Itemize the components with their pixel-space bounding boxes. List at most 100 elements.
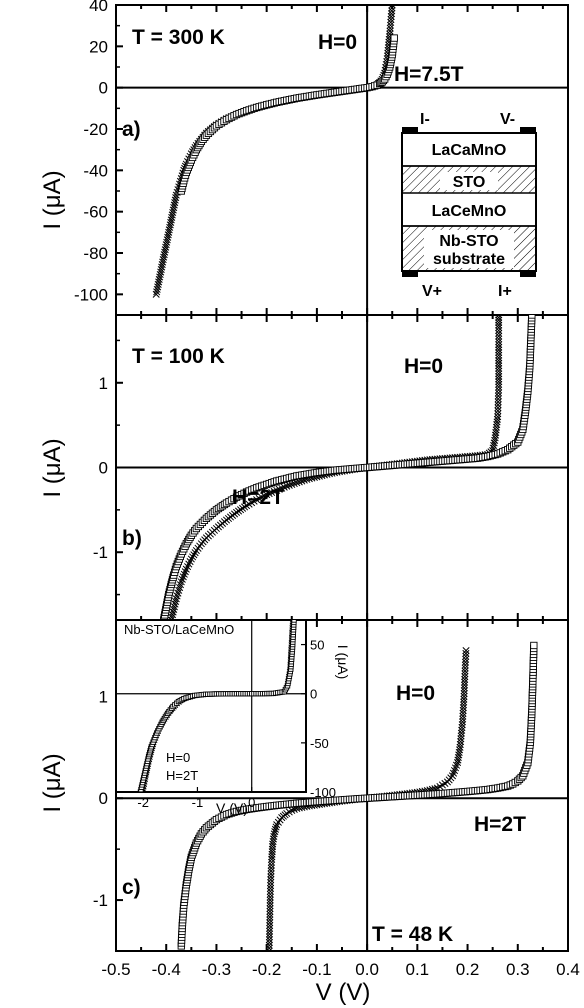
x-tick-label: -0.1 (302, 960, 331, 979)
data-point-x (285, 481, 293, 489)
data-point-x (283, 482, 291, 490)
panel-b-ylabel: I (μA) (39, 438, 66, 497)
data-point-x (266, 902, 274, 910)
data-point-x (267, 873, 275, 881)
x-tick-label: 0.4 (556, 960, 580, 979)
data-point-x (462, 652, 470, 660)
data-point-x (271, 828, 279, 836)
x-tick-label: 0.2 (456, 960, 480, 979)
layer-lacamno-label: LaCaMnO (432, 142, 507, 159)
data-point-x (461, 658, 470, 666)
data-layer (177, 641, 538, 951)
data-point-x (460, 695, 468, 703)
data-point-x (495, 315, 503, 322)
data-point-x (495, 364, 503, 373)
data-point-x (388, 5, 396, 12)
y-tick-label: 1 (99, 687, 108, 706)
data-point-x (266, 913, 274, 921)
data-point-x (265, 944, 273, 951)
data-point-x (386, 27, 394, 35)
panel-c-h0-label: H=0 (396, 682, 435, 705)
data-point-x (266, 887, 274, 895)
data-point-x (457, 738, 465, 746)
data-point-x (189, 553, 197, 561)
data-point-x (495, 321, 503, 329)
data-point-x (266, 907, 274, 915)
panel-b-h0-label: H=0 (404, 355, 443, 378)
data-point-x (495, 316, 503, 324)
data-point-x (495, 383, 503, 391)
data-point-x (495, 315, 503, 319)
data-point-x (461, 673, 469, 681)
y-tick-label: -100 (310, 785, 336, 800)
data-point-x (495, 356, 503, 365)
data-point-x (495, 380, 503, 388)
data-point-x (494, 413, 502, 421)
data-point-x (271, 825, 280, 833)
data-point-x (267, 858, 276, 866)
data-point-x (495, 386, 503, 394)
x-tick-label: 0 (248, 795, 255, 810)
data-point-x (495, 354, 503, 362)
panel-a-h0-label: H=0 (318, 31, 357, 54)
data-point-x (386, 24, 394, 32)
data-point-x (267, 861, 275, 869)
data-point-x (172, 597, 180, 606)
data-point-x (265, 930, 274, 938)
panel-a: 40 20 0 -20 -40 -60 -80 -100 (74, 0, 569, 316)
data-point-x (178, 575, 186, 583)
data-point-x (495, 329, 503, 337)
data-point-x (495, 367, 503, 375)
data-point-x (459, 704, 467, 712)
data-point-x (459, 701, 468, 709)
layer-substrate-label-line1: Nb-STO (439, 233, 498, 250)
data-point-x (461, 678, 469, 686)
data-point-x (267, 870, 275, 878)
data-point-x (387, 10, 396, 18)
y-tick-label: 0 (99, 789, 108, 808)
panel-a-letter: a) (122, 118, 141, 141)
y-tick-label: 50 (310, 638, 324, 653)
data-point-x (267, 864, 275, 872)
data-point-x (266, 921, 274, 930)
data-point-x (267, 867, 275, 875)
data-point-x (266, 924, 274, 932)
data-point-x (495, 351, 503, 359)
data-point-x (495, 346, 503, 354)
y-tick-label: 20 (89, 37, 108, 56)
data-point-x (460, 692, 468, 700)
layer-sto-label: STO (453, 174, 486, 191)
data-point-square (530, 641, 538, 650)
data-point-x (167, 616, 175, 620)
data-point-x (457, 735, 465, 743)
layer-diagram: LaCaMnO STO LaCeMnO Nb-STO substrate I- … (401, 111, 537, 300)
inset-h0-label: H=0 (166, 750, 190, 765)
inset-ylabel: I (μA) (335, 645, 351, 680)
data-point-x (495, 326, 503, 335)
panel-a-ylabel: I (μA) (39, 170, 66, 229)
data-point-square (390, 34, 398, 42)
data-point-x (266, 927, 274, 935)
data-point-x (495, 319, 503, 327)
y-tick-label: 1 (99, 374, 108, 393)
x-tick-label: 0.3 (506, 960, 530, 979)
data-point-x (495, 372, 503, 380)
data-point-x (494, 389, 503, 397)
data-point-x (495, 378, 503, 386)
data-point-x (265, 936, 273, 944)
data-point-x (266, 881, 275, 890)
y-tick-label: -50 (310, 736, 329, 751)
sto-label-bg (440, 172, 498, 190)
data-point-x (495, 359, 503, 367)
panel-c-letter: c) (122, 876, 141, 899)
data-point-x (387, 15, 395, 24)
panel-c-temperature-label: T = 48 K (372, 923, 453, 946)
data-point-x (462, 655, 470, 663)
y-tick-label: -20 (83, 120, 108, 139)
data-point-x (459, 709, 467, 717)
contact-bottom-right-label: I+ (498, 283, 512, 300)
data-point-x (456, 743, 464, 751)
contact-bottom-right (520, 271, 536, 277)
data-point-x (495, 343, 503, 351)
data-point-x (495, 335, 503, 343)
